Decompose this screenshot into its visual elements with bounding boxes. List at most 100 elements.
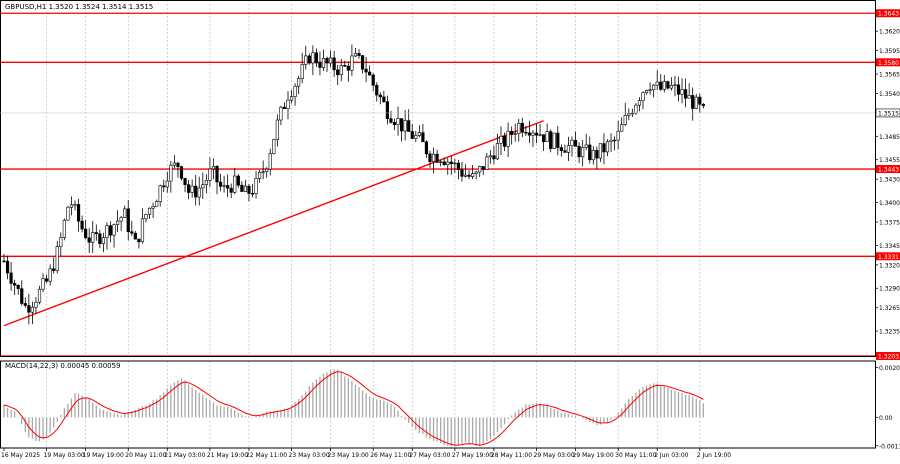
candle-bear [595,150,599,159]
candle-bull [165,180,169,188]
candle-bull [119,217,123,222]
candle-bull [197,187,201,198]
candle-bear [218,181,223,187]
candle-bull [545,131,549,142]
candle-bull [48,268,52,282]
candle-bull [485,156,489,170]
candle-bear [691,95,695,109]
candle-bull [513,133,517,135]
time-tick-label: 28 May 11:00 [491,452,532,459]
candle-bull [616,130,620,141]
candle-bear [428,153,432,162]
level-price-badge [876,165,900,174]
candle-bear [87,237,91,243]
price-axis: 1.3620 1.3595 1.3565 1.3540 1.3485 1.3455 1.34… [0,9,900,450]
time-tick-label: 26 May 11:00 [370,452,411,459]
level-price-badge [876,352,900,360]
candle-bear [385,101,390,119]
time-tick-label: 22 May 11:00 [246,452,287,459]
candle-bull [641,92,645,102]
candle-bull [566,145,571,153]
candle-bull [254,178,258,194]
macd-header: MACD(14,22,3) 0.00045 0.00059 [5,362,121,370]
candle-bull [623,115,627,125]
macd-histogram [3,369,704,447]
candle-bear [27,305,31,313]
candle-bull [289,96,294,101]
symbol-header: GBPUSD,H1 1.3520 1.3524 1.3514 1.3515 [5,3,153,11]
candle-bear [318,62,322,68]
candle-bull [669,85,673,89]
candle-bull [328,57,333,64]
candle-bull [680,89,684,95]
candle-bull [662,81,666,90]
candle-bear [52,268,56,271]
candle-bull [169,164,173,182]
candle-bull [655,81,659,86]
candle-bull [591,150,595,161]
candle-bull [112,224,116,236]
candle-bear [456,162,461,170]
trendline-group[interactable] [3,120,544,327]
candle-bull [321,57,326,68]
candle-bear [399,118,404,132]
candle-bear [336,69,340,76]
candle-bull [598,143,602,159]
candle-bear [527,132,531,136]
price-tick-label: 1.3565 [879,72,900,79]
candle-bear [5,260,10,274]
candle-bull [612,139,617,142]
candle-bear [215,165,219,183]
candle-bull [694,96,698,109]
candle-bear [282,106,287,109]
candle-bear [98,233,102,244]
candle-bear [421,132,425,143]
candle-bear [84,228,88,239]
candle-bull [208,168,212,181]
candle-bull [105,225,109,238]
candle-bull [403,120,407,132]
candle-bull [286,99,290,109]
candle-bear [307,55,311,64]
candle-bear [80,220,84,230]
candle-bear [588,144,592,161]
candle-bull [297,78,301,87]
candle-bull [453,162,457,165]
candle-bear [130,231,134,234]
candle-bull [687,95,691,99]
price-tick-label: 1.3375 [879,220,900,227]
level-price-label: 1.3443 [878,167,899,174]
candle-bull [172,162,177,166]
candle-bull [478,166,482,173]
candle-bear [492,155,496,160]
time-tick-label: 23 May 19:00 [328,452,369,459]
time-tick-label: 29 May 19:00 [573,452,614,459]
candle-bull [439,161,443,163]
candle-bull [201,184,205,189]
candle-bear [76,204,81,222]
candle-bull [73,204,77,206]
candle-bull [627,113,631,116]
candle-bull [495,143,500,160]
price-tick-label: 1.3485 [879,134,900,141]
candle-bull [499,135,503,144]
candle-bull [474,171,478,174]
candle-bull [37,288,42,303]
candle-bull [531,132,535,136]
candle-bear [44,278,49,282]
candle-bear [481,166,485,170]
level-price-badge [876,9,900,18]
price-tick-label: 1.3620 [879,29,900,36]
candle-bull [353,53,358,57]
level-price-label: 1.3203 [878,354,899,361]
price-tick-label: 1.3265 [879,305,900,312]
candle-bear [187,184,191,193]
time-tick-label: 20 May 11:00 [125,452,166,459]
main-frame [0,0,876,357]
candle-bull [144,214,148,220]
